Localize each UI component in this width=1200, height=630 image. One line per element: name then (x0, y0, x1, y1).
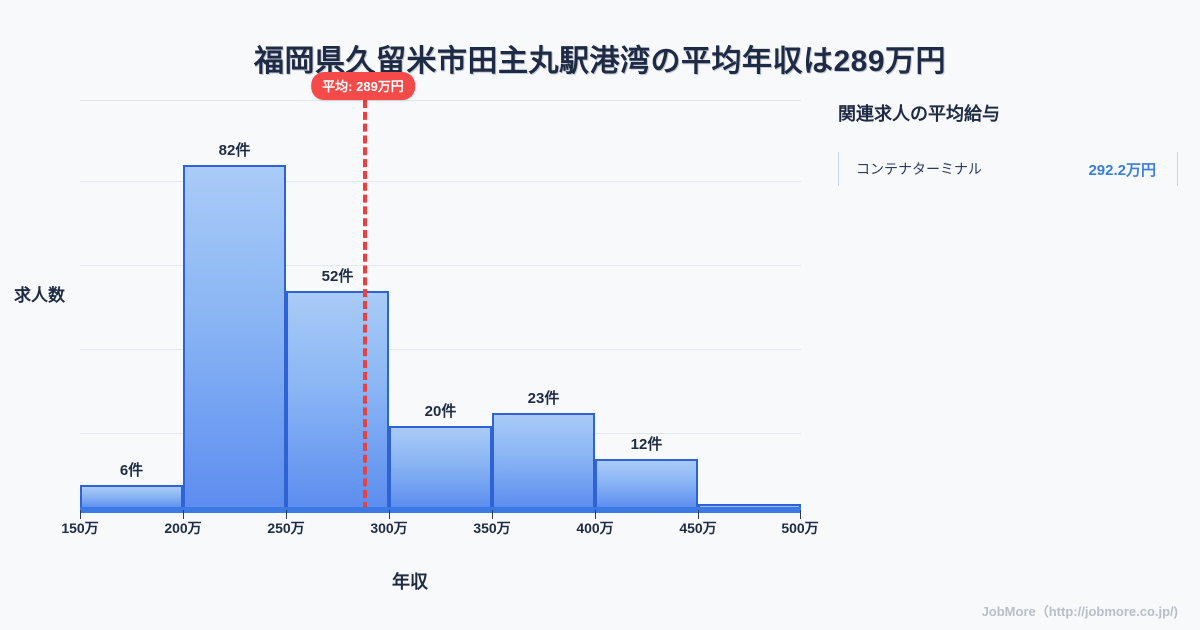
x-axis-tick-label-6: 400万 (576, 520, 614, 536)
mean-marker-badge: 平均: 289万円 (311, 72, 415, 100)
x-axis-tick (698, 510, 699, 519)
x-axis-tick (389, 510, 390, 519)
bar-bin-4[interactable] (389, 426, 492, 510)
x-axis-tick-label-5: 350万 (473, 520, 511, 536)
x-axis-tick-label-7: 450万 (679, 520, 717, 536)
x-axis-tick (595, 510, 596, 519)
bar-bin-3[interactable] (286, 291, 389, 510)
y-axis-title: 求人数 (14, 286, 65, 305)
gridline (80, 349, 801, 350)
plot-area: 6件 82件 52件 20件 23件 12件 平均: 289万円 150万 20… (61, 72, 819, 536)
x-axis-tick-label-2: 200万 (164, 520, 202, 536)
x-axis-tick-label-4: 300万 (370, 520, 408, 536)
x-axis-tick (286, 510, 287, 519)
x-axis-tick (80, 510, 81, 519)
gridline (80, 181, 801, 182)
x-axis-tick (800, 510, 801, 519)
bar-value-label-1: 6件 (119, 462, 144, 479)
bar-bin-5[interactable] (492, 413, 595, 510)
bar-value-label-6: 12件 (630, 436, 663, 453)
salary-histogram-chart: 求人数 6件 82件 52件 20件 23件 12件 平均: (14, 72, 819, 592)
x-axis-tick (183, 510, 184, 519)
panel-row-label: コンテナターミナル (856, 161, 982, 177)
gridline (80, 265, 801, 266)
gridline (80, 100, 801, 101)
bar-value-label-3: 52件 (321, 268, 354, 285)
bar-value-label-2: 82件 (218, 142, 251, 159)
x-axis-tick-label-3: 250万 (267, 520, 305, 536)
x-axis-line (80, 507, 801, 513)
related-salary-panel: 関連求人の平均給与 コンテナターミナル 292.2万円 (838, 100, 1178, 186)
panel-row[interactable]: コンテナターミナル 292.2万円 (838, 152, 1178, 186)
x-axis-title: 年収 (392, 572, 428, 592)
bar-bin-2[interactable] (183, 165, 286, 510)
footer-attribution: JobMore（http://jobmore.co.jp/) (981, 604, 1178, 619)
mean-marker-line (363, 100, 367, 510)
bar-value-label-5: 23件 (527, 390, 560, 407)
bar-series (80, 100, 801, 510)
panel-title: 関連求人の平均給与 (838, 104, 1000, 124)
panel-row-value: 292.2万円 (1088, 161, 1156, 179)
x-axis-tick-label-1: 150万 (61, 520, 99, 536)
x-axis-tick (492, 510, 493, 519)
x-axis-tick-label-8: 500万 (781, 520, 819, 536)
bar-bin-6[interactable] (595, 459, 698, 510)
bar-value-label-4: 20件 (424, 403, 457, 420)
